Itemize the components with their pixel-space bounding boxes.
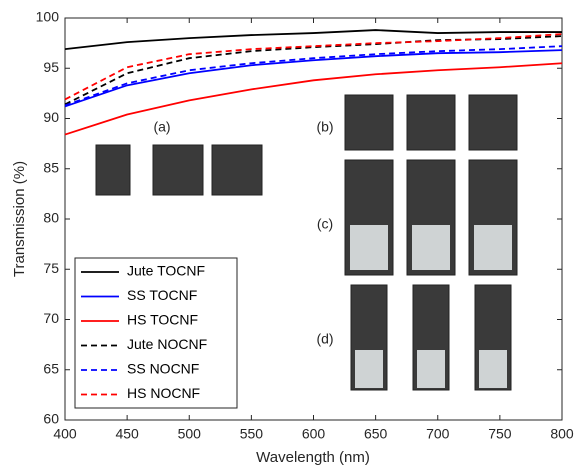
y-tick-label: 75: [43, 260, 59, 276]
x-tick-label: 750: [488, 426, 512, 442]
y-tick-label: 65: [43, 360, 59, 376]
photo: [212, 145, 262, 195]
photo: [96, 145, 130, 195]
photo: [407, 95, 455, 150]
x-tick-label: 650: [364, 426, 388, 442]
photo-liquid: [474, 225, 512, 270]
legend-label: Jute NOCNF: [127, 336, 207, 352]
y-tick-label: 80: [43, 210, 59, 226]
x-tick-label: 800: [550, 426, 574, 442]
x-tick-label: 600: [302, 426, 326, 442]
series-line: [65, 34, 562, 99]
x-tick-label: 500: [178, 426, 202, 442]
legend-label: Jute TOCNF: [127, 263, 205, 279]
photo-liquid: [479, 350, 507, 388]
y-tick-label: 95: [43, 59, 59, 75]
series-line: [65, 36, 562, 104]
x-tick-label: 450: [115, 426, 139, 442]
chart: Wavelength (nm) Transmission (%) 400 450 5…: [0, 0, 577, 468]
legend-label: SS TOCNF: [127, 287, 197, 303]
y-tick-label: 85: [43, 159, 59, 175]
legend-label: SS NOCNF: [127, 361, 199, 377]
legend-label: HS TOCNF: [127, 312, 198, 328]
photo: [153, 145, 203, 195]
annotation: (a): [153, 119, 170, 135]
annotation: (d): [316, 331, 333, 347]
annotation: (c): [317, 216, 333, 232]
y-tick-label: 100: [36, 9, 60, 25]
photo-liquid: [412, 225, 450, 270]
photo-liquid: [417, 350, 445, 388]
photo: [345, 95, 393, 150]
y-tick-label: 90: [43, 109, 59, 125]
x-tick-label: 400: [53, 426, 77, 442]
photo: [469, 95, 517, 150]
x-tick-label: 550: [240, 426, 264, 442]
x-axis-label: Wavelength (nm): [256, 449, 370, 466]
photo-liquid: [350, 225, 388, 270]
photo-liquid: [355, 350, 383, 388]
y-tick-label: 60: [43, 411, 59, 427]
y-axis-label: Transmission (%): [11, 161, 28, 277]
legend-label: HS NOCNF: [127, 385, 200, 401]
x-tick-label: 700: [426, 426, 450, 442]
annotation: (b): [316, 119, 333, 135]
y-tick-label: 70: [43, 310, 59, 326]
